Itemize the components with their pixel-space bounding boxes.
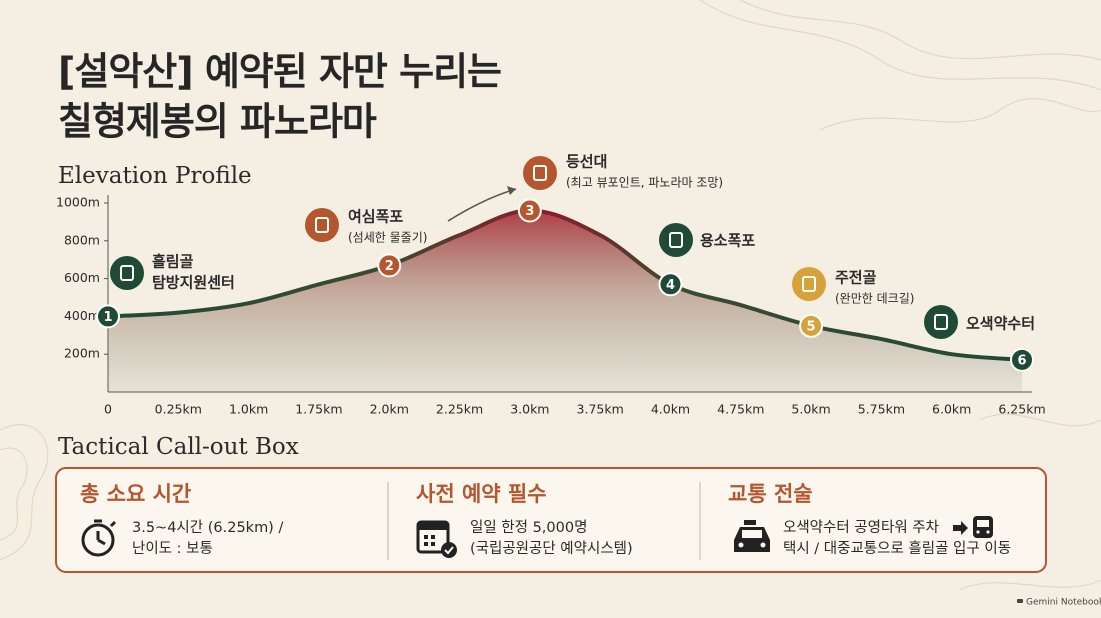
waypoint-icon [924,305,958,339]
title-line: 칠형제봉의 파노라마 [58,100,377,144]
waypoint: 2 여심폭포 (섬세한 물줄기) [305,208,427,278]
waypoint-name: 주전골 [835,269,877,287]
contour-background [0,0,1101,591]
x-tick-label: 6.25km [998,402,1045,417]
waypoint-icon [792,267,826,301]
elevation-line [106,208,1024,362]
chart-title: Elevation Profile [58,163,252,189]
section-line: 오색약수터 공영타워 주차 [783,519,939,536]
chart-layer: 200m 400m 600m 800m 1000m 0 0.25km 1.0km 1.75km 2… [56,153,1046,417]
calendar-icon [416,520,457,558]
section-line: 3.5~4시간 (6.25km) / [132,519,283,536]
x-tick-label: 1.75km [295,402,342,417]
waypoint-number: 5 [807,319,816,334]
waypoint-marker [799,313,824,338]
waypoint-icon-glyph [669,232,683,248]
taxi-icon [734,520,770,552]
waypoint-note: (최고 뷰포인트, 파노라마 조망) [566,176,723,190]
y-tick-label: 200m [64,346,100,361]
waypoint-note: (완만한 데크길) [835,292,914,306]
y-tick-label: 600m [64,270,100,285]
waypoint-icon-glyph [533,165,547,181]
waypoint-icon-glyph [802,276,816,292]
section-line: (국립공원공단 예약시스템) [470,540,633,557]
waypoint-number: 2 [385,259,394,274]
x-tick-label: 0 [104,402,112,417]
waypoint-icon-glyph [934,314,948,330]
waypoint: 5 주전골 (완만한 데크길) [792,267,914,338]
waypoint-icon [523,156,557,190]
x-tick-label: 6.0km [932,402,971,417]
waypoint: 6 오색약수터 [924,305,1035,372]
waypoint-marker [377,253,402,278]
route-arrow-head [507,186,516,195]
footer: Gemini Notebook [1026,598,1101,608]
x-tick-label: 4.75km [717,402,764,417]
section-line: 난이도 : 보통 [132,540,213,557]
title-line: [설악산] 예약된 자만 누리는 [58,50,501,94]
section-line: 일일 한정 5,000명 [470,519,587,536]
waypoint-number: 6 [1017,353,1026,368]
y-tick-label: 400m [64,308,100,323]
elevation-area [108,210,1022,392]
waypoint-marker [1010,347,1034,372]
x-tick-label: 5.75km [858,402,905,417]
x-tick-label: 3.0km [510,402,549,417]
waypoint-name: 등선대 [566,153,607,171]
waypoint-number: 3 [525,204,534,219]
arrow-bus-icon [953,516,993,538]
waypoint-marker [658,272,683,297]
waypoint-name: 탐방지원센터 [152,274,235,292]
waypoint: 3 등선대 (최고 뷰포인트, 파노라마 조망) [517,153,723,223]
stopwatch-icon [81,519,117,557]
x-tick-label: 2.25km [436,402,483,417]
waypoint-icon [305,208,339,242]
waypoint-marker [517,198,542,223]
waypoint-name: 오색약수터 [966,315,1035,333]
x-tick-label: 3.75km [577,402,624,417]
section-title: 총 소요 시간 [80,482,191,506]
waypoint-name: 여심폭포 [348,208,403,226]
x-tick-label: 0.25km [155,402,202,417]
waypoint-marker [96,304,120,329]
waypoint-number: 1 [103,310,112,325]
x-tick-label: 4.0km [651,402,690,417]
x-tick-label: 1.0km [229,402,268,417]
y-tick-label: 1000m [56,195,100,210]
waypoint-name: 흘림골 [152,253,194,271]
waypoint-icon [659,223,693,257]
callout-box [55,467,1047,573]
waypoint-name: 용소폭포 [700,232,755,250]
waypoint-icon-glyph [120,265,134,281]
x-tick-label: 5.0km [791,402,830,417]
waypoint: 4 용소폭포 [658,223,755,297]
section-title: 사전 예약 필수 [416,482,547,506]
waypoint-number: 4 [666,278,675,293]
section-line: 택시 / 대중교통으로 흘림골 입구 이동 [783,540,1011,557]
waypoint-icon-glyph [315,217,329,233]
waypoint-note: (섬세한 물줄기) [348,231,427,245]
section-title: 교통 전술 [728,482,813,506]
y-tick-label: 800m [64,232,100,247]
waypoint-icon [110,256,144,290]
x-tick-label: 2.0km [370,402,409,417]
footer-logo [1017,599,1023,603]
callout-heading: Tactical Call-out Box [58,434,299,460]
